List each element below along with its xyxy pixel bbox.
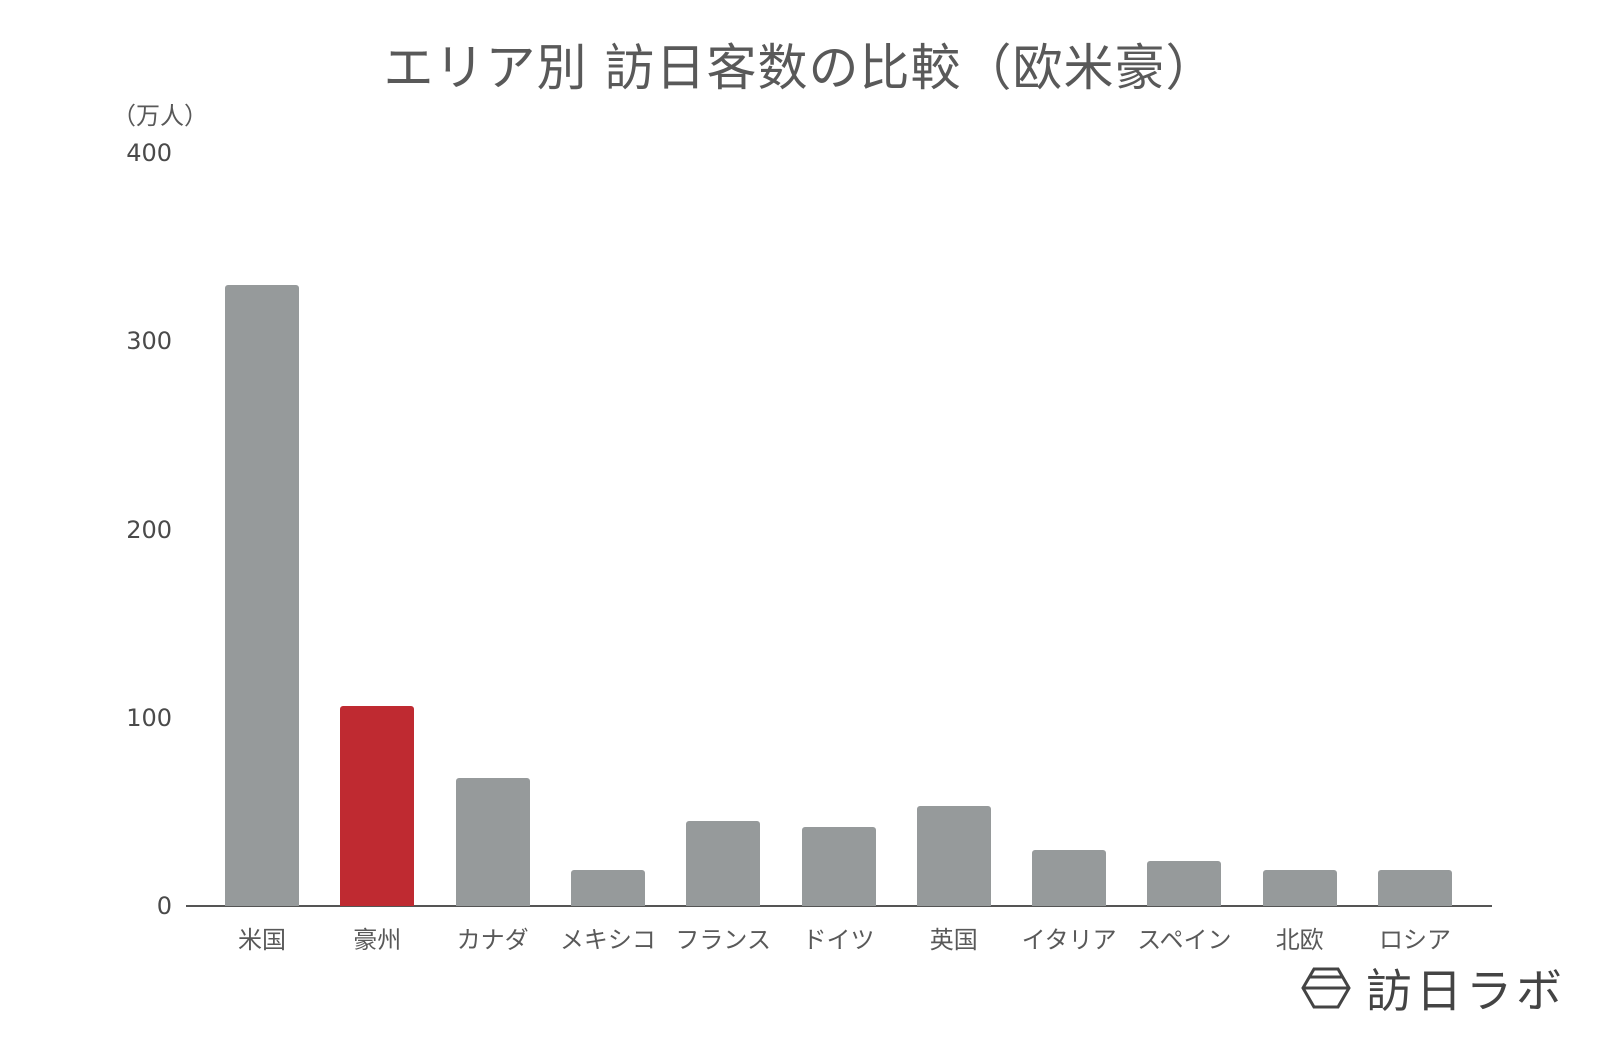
bar-5 (801, 826, 876, 906)
y-axis-unit-label: （万人） (112, 102, 208, 130)
bar-4 (686, 821, 761, 906)
y-tick-label: 400 (126, 139, 172, 167)
bar-8 (1147, 860, 1222, 906)
bar-1 (340, 706, 415, 906)
x-tick-label: イタリア (1021, 926, 1117, 954)
x-tick-label: スペイン (1137, 926, 1232, 954)
x-tick-label: 豪州 (353, 926, 402, 954)
y-tick-label: 200 (126, 515, 172, 544)
x-tick-label: 米国 (238, 926, 286, 954)
bar-10 (1378, 870, 1452, 906)
bar-2 (455, 777, 530, 906)
bar-7 (1032, 849, 1107, 906)
brand-logo: 訪日ラボ (1300, 960, 1566, 1018)
bar-0 (225, 284, 299, 906)
bar-3 (570, 870, 645, 906)
bar-9 (1262, 870, 1337, 906)
x-tick-label: フランス (675, 926, 771, 954)
y-tick-label: 300 (126, 327, 172, 356)
x-tick-label: 北欧 (1275, 926, 1324, 954)
hexagon-logo-icon (1301, 967, 1351, 1009)
x-tick-label: 英国 (929, 926, 978, 954)
x-tick-label: ドイツ (802, 926, 875, 954)
x-tick-label: カナダ (456, 926, 529, 954)
x-axis-line (186, 905, 1492, 907)
brand-logo-text: 訪日ラボ (1366, 964, 1566, 1018)
y-tick-label: 0 (156, 892, 172, 920)
x-tick-label: メキシコ (559, 926, 656, 954)
y-tick-label: 100 (126, 703, 172, 732)
chart-title: エリア別 訪日客数の比較（欧米豪） (383, 39, 1217, 97)
bar-6 (916, 806, 991, 906)
x-tick-label: ロシア (1379, 926, 1451, 954)
